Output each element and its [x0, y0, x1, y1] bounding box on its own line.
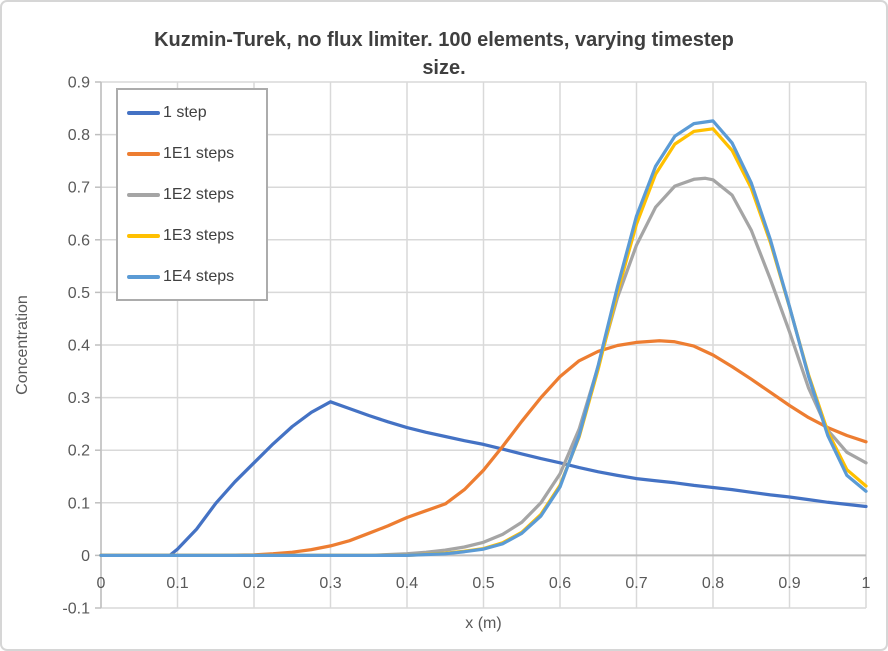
legend-item: 1E1 steps	[118, 145, 266, 163]
legend-item: 1E3 steps	[118, 227, 266, 245]
legend-label: 1E2 steps	[163, 185, 235, 203]
x-tick-label: 0.6	[549, 575, 571, 592]
y-tick-label: 0.6	[68, 232, 90, 249]
x-tick-label: 0.8	[702, 575, 724, 592]
series-1e4-steps	[99, 119, 868, 558]
series-1e1-steps	[99, 339, 868, 558]
x-tick-label: 0.3	[319, 575, 341, 592]
x-tick-label: 0	[97, 575, 106, 592]
legend-label: 1E3 steps	[163, 226, 235, 244]
legend-swatch	[127, 192, 160, 197]
legend-swatch	[127, 233, 160, 238]
y-tick-label: 0.4	[68, 338, 90, 355]
x-tick-label: 1	[862, 575, 871, 592]
y-tick-label: 0	[81, 548, 90, 565]
series-1-step	[99, 400, 868, 558]
y-tick-label: 0.2	[68, 443, 90, 460]
chart-title-line1: Kuzmin-Turek, no flux limiter. 100 eleme…	[154, 29, 734, 51]
legend-label: 1E4 steps	[163, 267, 235, 285]
chart-title-line2: size.	[422, 57, 466, 79]
legend-swatch	[127, 151, 160, 156]
y-tick-label: 0.5	[68, 285, 90, 302]
y-axis-title: Concentration	[14, 295, 31, 395]
y-tick-label: -0.1	[62, 601, 90, 618]
y-tick-label: 0.7	[68, 180, 90, 197]
x-tick-label: 0.9	[778, 575, 800, 592]
legend: 1 step 1E1 steps 1E2 steps 1E3 steps 1E4 ste…	[116, 88, 268, 301]
y-tick-label: 0.1	[68, 495, 90, 512]
y-tick-label: 0.3	[68, 390, 90, 407]
legend-item: 1 step	[118, 104, 266, 122]
legend-label: 1 step	[163, 103, 207, 121]
x-tick-label: 0.5	[472, 575, 494, 592]
legend-item: 1E2 steps	[118, 186, 266, 204]
legend-swatch	[127, 110, 160, 115]
x-axis-title: x (m)	[465, 615, 502, 632]
legend-swatch	[127, 274, 160, 279]
y-tick-label: 0.8	[68, 127, 90, 144]
x-tick-label: 0.4	[396, 575, 418, 592]
chart-title: Kuzmin-Turek, no flux limiter. 100 eleme…	[2, 26, 886, 82]
y-tick-label: 0.9	[68, 75, 90, 92]
series-1e2-steps	[99, 176, 868, 558]
x-tick-label: 0.2	[243, 575, 265, 592]
x-tick-label: 0.7	[625, 575, 647, 592]
legend-label: 1E1 steps	[163, 144, 235, 162]
legend-item: 1E4 steps	[118, 268, 266, 286]
x-tick-label: 0.1	[166, 575, 188, 592]
